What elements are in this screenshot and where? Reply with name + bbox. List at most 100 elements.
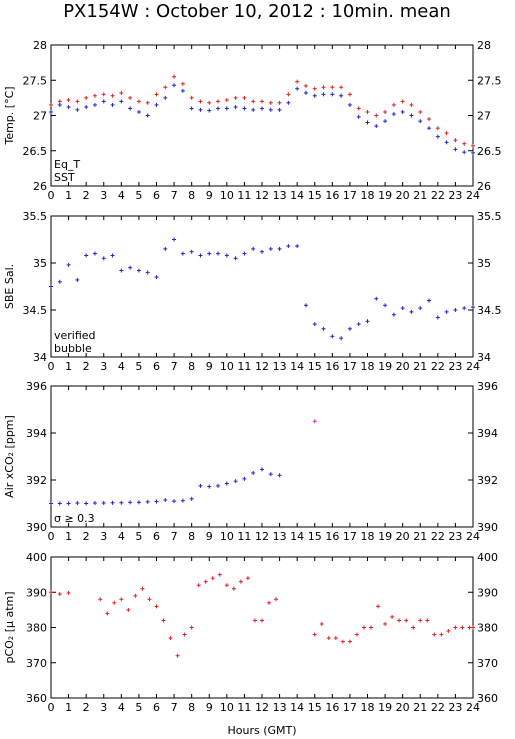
data-point bbox=[182, 632, 187, 637]
x-tick-label: 1 bbox=[65, 701, 72, 714]
data-point bbox=[326, 636, 331, 641]
data-point bbox=[365, 319, 370, 324]
data-point bbox=[119, 90, 124, 95]
x-tick-label: 17 bbox=[343, 189, 357, 202]
y-tick-label: 396 bbox=[477, 380, 498, 393]
data-point bbox=[365, 109, 370, 114]
x-tick-label: 18 bbox=[361, 360, 375, 373]
data-point bbox=[251, 246, 256, 251]
x-tick-label: 12 bbox=[255, 360, 269, 373]
data-point bbox=[435, 134, 440, 139]
data-point bbox=[462, 306, 467, 311]
data-point bbox=[233, 479, 238, 484]
x-tick-label: 11 bbox=[237, 530, 251, 543]
data-point bbox=[462, 150, 467, 155]
y-tick-label: 35 bbox=[477, 257, 491, 270]
y-tick-label: 27 bbox=[33, 110, 47, 123]
data-point bbox=[356, 114, 361, 119]
x-tick-label: 1 bbox=[65, 189, 72, 202]
data-point bbox=[216, 251, 221, 256]
y-tick-label: 392 bbox=[26, 474, 47, 487]
plot-frame-sal bbox=[50, 215, 474, 358]
data-point bbox=[303, 90, 308, 95]
x-tick-label: 16 bbox=[325, 701, 339, 714]
data-point bbox=[319, 621, 324, 626]
x-tick-label: 22 bbox=[431, 530, 445, 543]
x-tick-label: 24 bbox=[466, 189, 480, 202]
data-point bbox=[268, 100, 273, 105]
data-point bbox=[75, 107, 80, 112]
data-point bbox=[57, 279, 62, 284]
data-point bbox=[217, 572, 222, 577]
data-point bbox=[268, 246, 273, 251]
data-point bbox=[274, 597, 279, 602]
data-point bbox=[203, 579, 208, 584]
data-point bbox=[224, 253, 229, 258]
data-point bbox=[49, 102, 53, 107]
data-point bbox=[462, 141, 467, 146]
data-point bbox=[404, 618, 409, 623]
data-point bbox=[154, 604, 159, 609]
data-point bbox=[128, 106, 133, 111]
data-point bbox=[347, 326, 352, 331]
x-tick-label: 23 bbox=[448, 530, 462, 543]
data-point bbox=[207, 100, 212, 105]
data-point bbox=[312, 86, 317, 91]
data-point bbox=[376, 604, 381, 609]
data-point bbox=[391, 112, 396, 117]
data-point bbox=[163, 95, 168, 100]
y-tick-label: 370 bbox=[477, 657, 498, 670]
x-tick-label: 11 bbox=[237, 360, 251, 373]
data-point bbox=[303, 303, 308, 308]
data-point bbox=[312, 419, 317, 424]
data-point bbox=[286, 92, 291, 97]
x-tick-label: 17 bbox=[343, 360, 357, 373]
data-point bbox=[439, 632, 444, 637]
data-point bbox=[163, 497, 168, 502]
data-point bbox=[145, 100, 150, 105]
x-tick-label: 16 bbox=[325, 189, 339, 202]
data-point bbox=[75, 277, 80, 282]
x-tick-label: 20 bbox=[396, 189, 410, 202]
data-point bbox=[251, 99, 256, 104]
x-tick-label: 3 bbox=[100, 530, 107, 543]
y-tick-label: 394 bbox=[26, 427, 47, 440]
data-point bbox=[126, 607, 131, 612]
data-point bbox=[418, 306, 423, 311]
data-point bbox=[303, 83, 308, 88]
data-point bbox=[321, 85, 326, 90]
data-point bbox=[432, 632, 437, 637]
x-tick-label: 19 bbox=[378, 189, 392, 202]
x-tick-label: 18 bbox=[361, 189, 375, 202]
data-point bbox=[277, 107, 282, 112]
data-point bbox=[49, 109, 53, 114]
data-point bbox=[92, 501, 97, 506]
x-tick-label: 24 bbox=[466, 360, 480, 373]
x-tick-label: 13 bbox=[273, 530, 287, 543]
data-point bbox=[110, 253, 115, 258]
data-point bbox=[198, 483, 203, 488]
data-point bbox=[295, 86, 300, 91]
y-tick-label: 34 bbox=[33, 351, 47, 364]
data-point bbox=[446, 629, 451, 634]
x-tick-label: 21 bbox=[413, 701, 427, 714]
y-tick-label: 360 bbox=[26, 692, 47, 705]
data-point bbox=[242, 95, 247, 100]
x-tick-label: 15 bbox=[308, 360, 322, 373]
y-axis-label: Air xCO₂ [ppm] bbox=[3, 415, 16, 498]
data-point bbox=[252, 618, 257, 623]
data-point bbox=[374, 296, 379, 301]
data-point bbox=[105, 611, 110, 616]
data-point bbox=[260, 618, 264, 623]
data-point bbox=[444, 140, 449, 145]
data-point bbox=[92, 93, 97, 98]
data-point bbox=[98, 597, 103, 602]
legend-entry: Eq_T bbox=[54, 158, 80, 171]
data-point bbox=[425, 618, 430, 623]
data-point bbox=[409, 102, 414, 107]
data-point bbox=[471, 150, 475, 155]
y-axis-label: Temp. [°C] bbox=[3, 86, 16, 145]
x-tick-label: 0 bbox=[48, 189, 55, 202]
x-tick-label: 11 bbox=[237, 189, 251, 202]
